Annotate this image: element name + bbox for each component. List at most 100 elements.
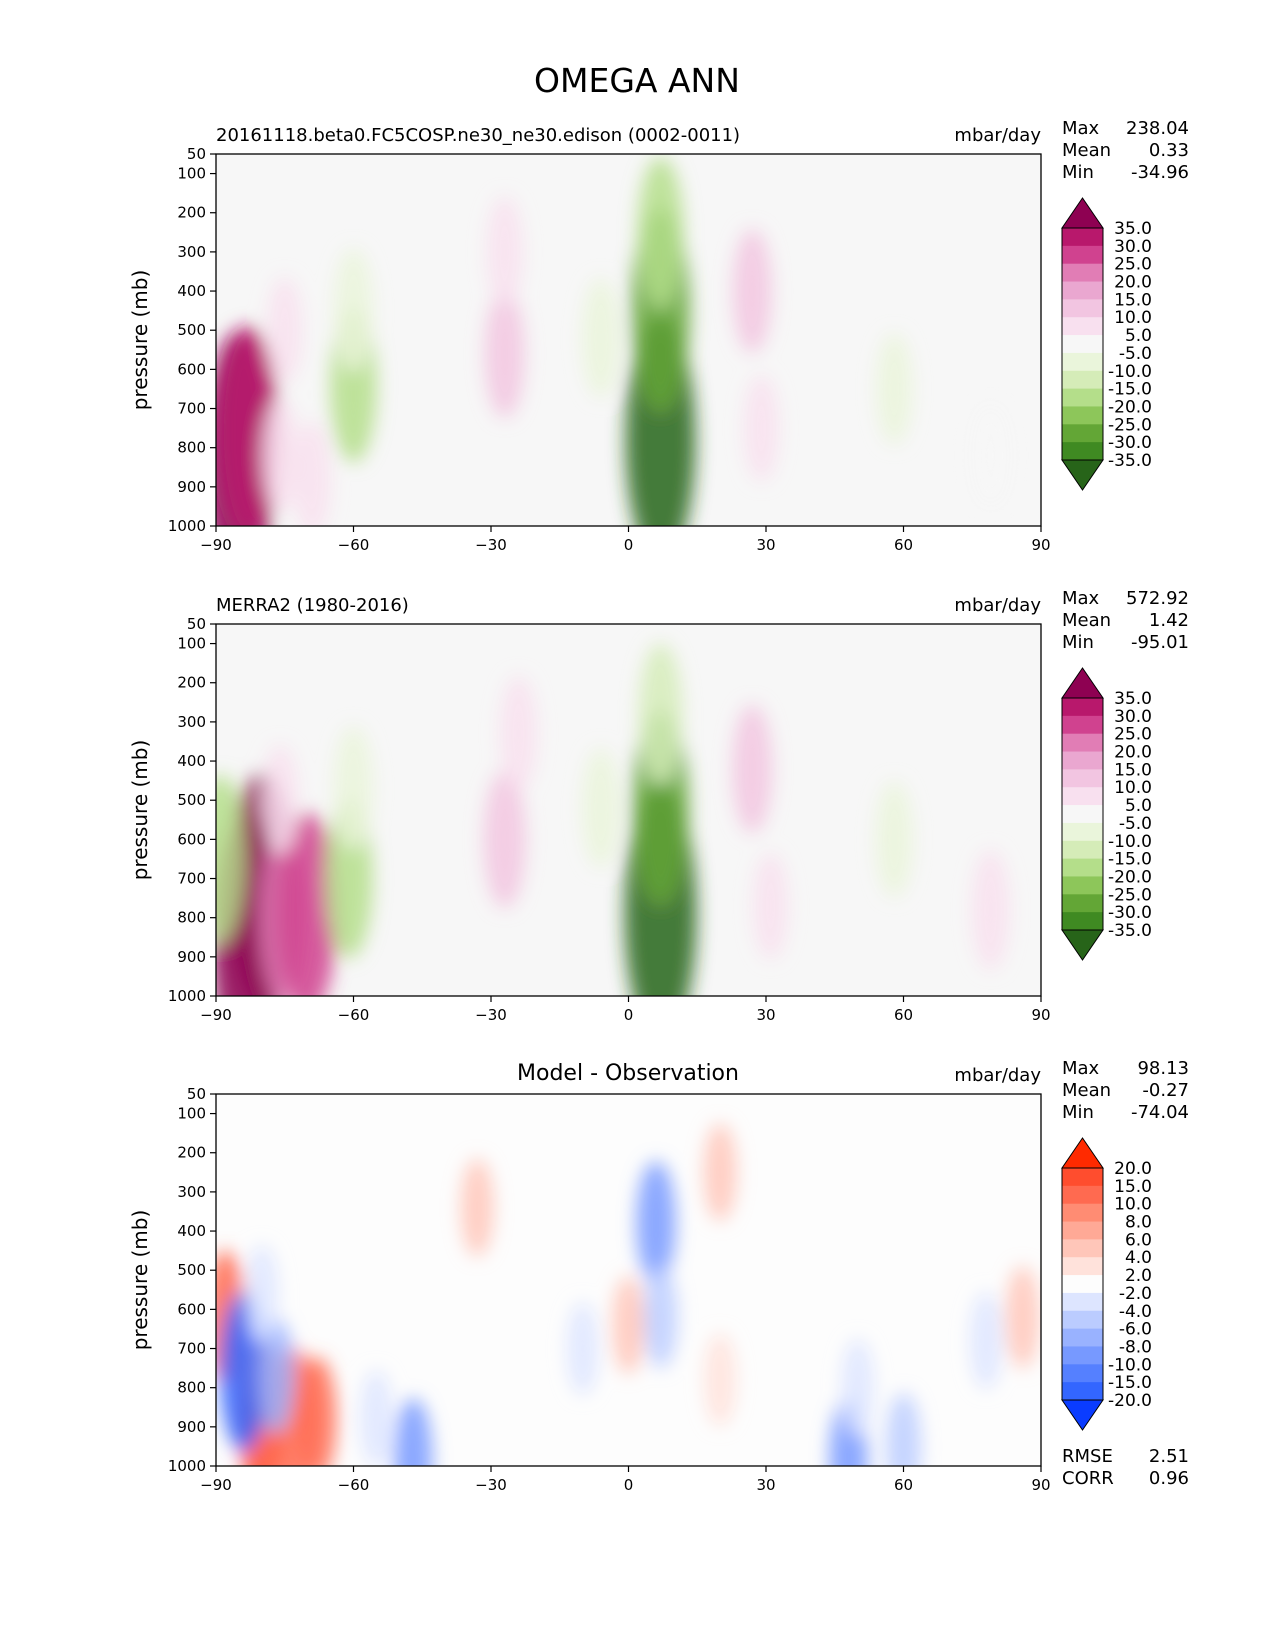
units-label: mbar/day [954,125,1041,146]
field-cell [486,196,523,308]
y-tick-label: 500 [177,791,206,809]
y-tick-label: 900 [177,1418,206,1436]
field-cell [1005,1266,1040,1369]
y-tick-label: 200 [177,1144,206,1162]
colorbar-frame [1061,697,1104,931]
field-cell [394,1398,433,1466]
x-tick-label: 90 [1031,1476,1050,1494]
field-cell [636,1161,676,1286]
field-cell [334,248,373,373]
figure-title: OMEGA ANN [534,61,740,100]
y-axis: 50 100 200 300 400 500 600 700 800 900 1000 [168,1085,216,1475]
colorbar-bin [1062,245,1103,265]
y-tick-label: 900 [177,948,206,966]
field-cell [483,770,526,908]
y-tick-label: 300 [177,1183,206,1201]
field-cell [732,704,773,834]
colorbar-extend-top [1061,667,1104,699]
stat-mean-label: Mean [1062,610,1111,631]
colorbar-bin [1062,1328,1103,1347]
field-cell [582,278,620,398]
colorbar-label: 10.0 [1114,778,1152,798]
stat-max-value: 572.92 [1126,588,1189,609]
field-cell [582,748,620,868]
colorbar-label: -20.0 [1108,397,1152,417]
colorbar-label: 5.0 [1125,796,1152,816]
field-cell [637,157,684,308]
colorbar-label: -20.0 [1108,867,1152,887]
field-cell [293,421,331,526]
colorbar-bin [1062,1185,1103,1205]
colorbar-bin [1062,388,1103,407]
field-cell [974,406,1007,505]
stat-max-label: Max [1062,1058,1100,1079]
y-tick-label: 100 [177,1105,206,1123]
colorbar-bin [1062,442,1103,461]
y-tick-label: 500 [177,321,206,339]
field-cell [262,744,299,856]
y-axis: 50 100 200 300 400 500 600 700 800 900 1000 [168,615,216,1005]
y-tick-label: 50 [187,1085,206,1103]
metrics-box: RMSE 2.51 CORR 0.96 [1062,1446,1189,1489]
field-cell [278,812,338,996]
colorbar-bin [1062,1292,1103,1312]
colorbar-bin [1062,370,1103,390]
colorbar-label: 30.0 [1114,707,1152,727]
colorbar-label: 20.0 [1114,1159,1152,1179]
x-tick-label: −90 [200,1476,232,1494]
colorbar-bin [1062,1221,1103,1240]
y-axis: 50 100 200 300 400 500 600 700 800 900 1000 [168,145,216,535]
x-tick-label: −60 [338,1006,370,1024]
field-cell [638,643,683,785]
corr-label: CORR [1062,1468,1114,1489]
colorbar-bin [1062,424,1103,443]
x-tick-label: 0 [624,1006,634,1024]
colorbar-label: 6.0 [1125,1230,1152,1250]
y-tick-label: 700 [177,400,206,418]
y-tick-label: 200 [177,204,206,222]
x-tick-label: 30 [756,1476,775,1494]
colorbar: 20.015.010.08.06.04.02.0-2.0-4.0-6.0-8.0… [1061,1137,1152,1431]
field-cell [703,1123,737,1222]
panel-difference: −90 −60 −30 0 30 60 90 50 100 200 300 400 500 600 700… [128,1058,1189,1494]
colorbar-label: 4.0 [1125,1248,1152,1268]
x-tick-label: −60 [338,536,370,554]
colorbar-label: 2.0 [1125,1266,1152,1286]
colorbar-label: 20.0 [1114,273,1152,293]
y-tick-label: 300 [177,243,206,261]
panel-title: 20161118.beta0.FC5COSP.ne30_ne30.edison … [216,125,740,146]
y-tick-label: 800 [177,909,206,927]
colorbar-label: -15.0 [1108,850,1152,870]
colorbar-bin [1062,1275,1103,1294]
y-tick-label: 200 [177,674,206,692]
y-tick-label: 600 [177,360,206,378]
y-axis-label: pressure (mb) [128,1210,152,1351]
x-tick-label: 60 [894,536,913,554]
colorbar-bin [1062,822,1103,842]
colorbar-label: -5.0 [1119,814,1152,834]
colorbar-label: 10.0 [1114,1195,1152,1215]
colorbar-label: -30.0 [1108,903,1152,923]
y-tick-label: 800 [177,1379,206,1397]
field-cell [969,1291,1003,1390]
stat-min-value: -34.96 [1131,162,1189,183]
field-cell [567,1301,599,1396]
stat-min-value: -95.01 [1131,632,1189,653]
x-tick-label: 30 [756,536,775,554]
y-tick-label: 600 [177,1300,206,1318]
colorbar-label: -5.0 [1119,344,1152,364]
colorbar-label: -20.0 [1108,1391,1152,1411]
colorbar-bin [1062,769,1103,788]
colorbar-bin [1062,1203,1103,1223]
field-cell [886,1393,921,1466]
colorbar-bin [1062,1364,1103,1383]
colorbar-label: -35.0 [1108,451,1152,471]
stat-min-label: Min [1062,162,1094,183]
field-cell [875,781,913,897]
colorbar-bin [1062,858,1103,877]
field-cell [297,1357,337,1466]
stat-mean-value: 0.33 [1149,140,1189,161]
colorbar-label: 35.0 [1114,219,1152,239]
colorbar-bin [1062,1382,1103,1401]
